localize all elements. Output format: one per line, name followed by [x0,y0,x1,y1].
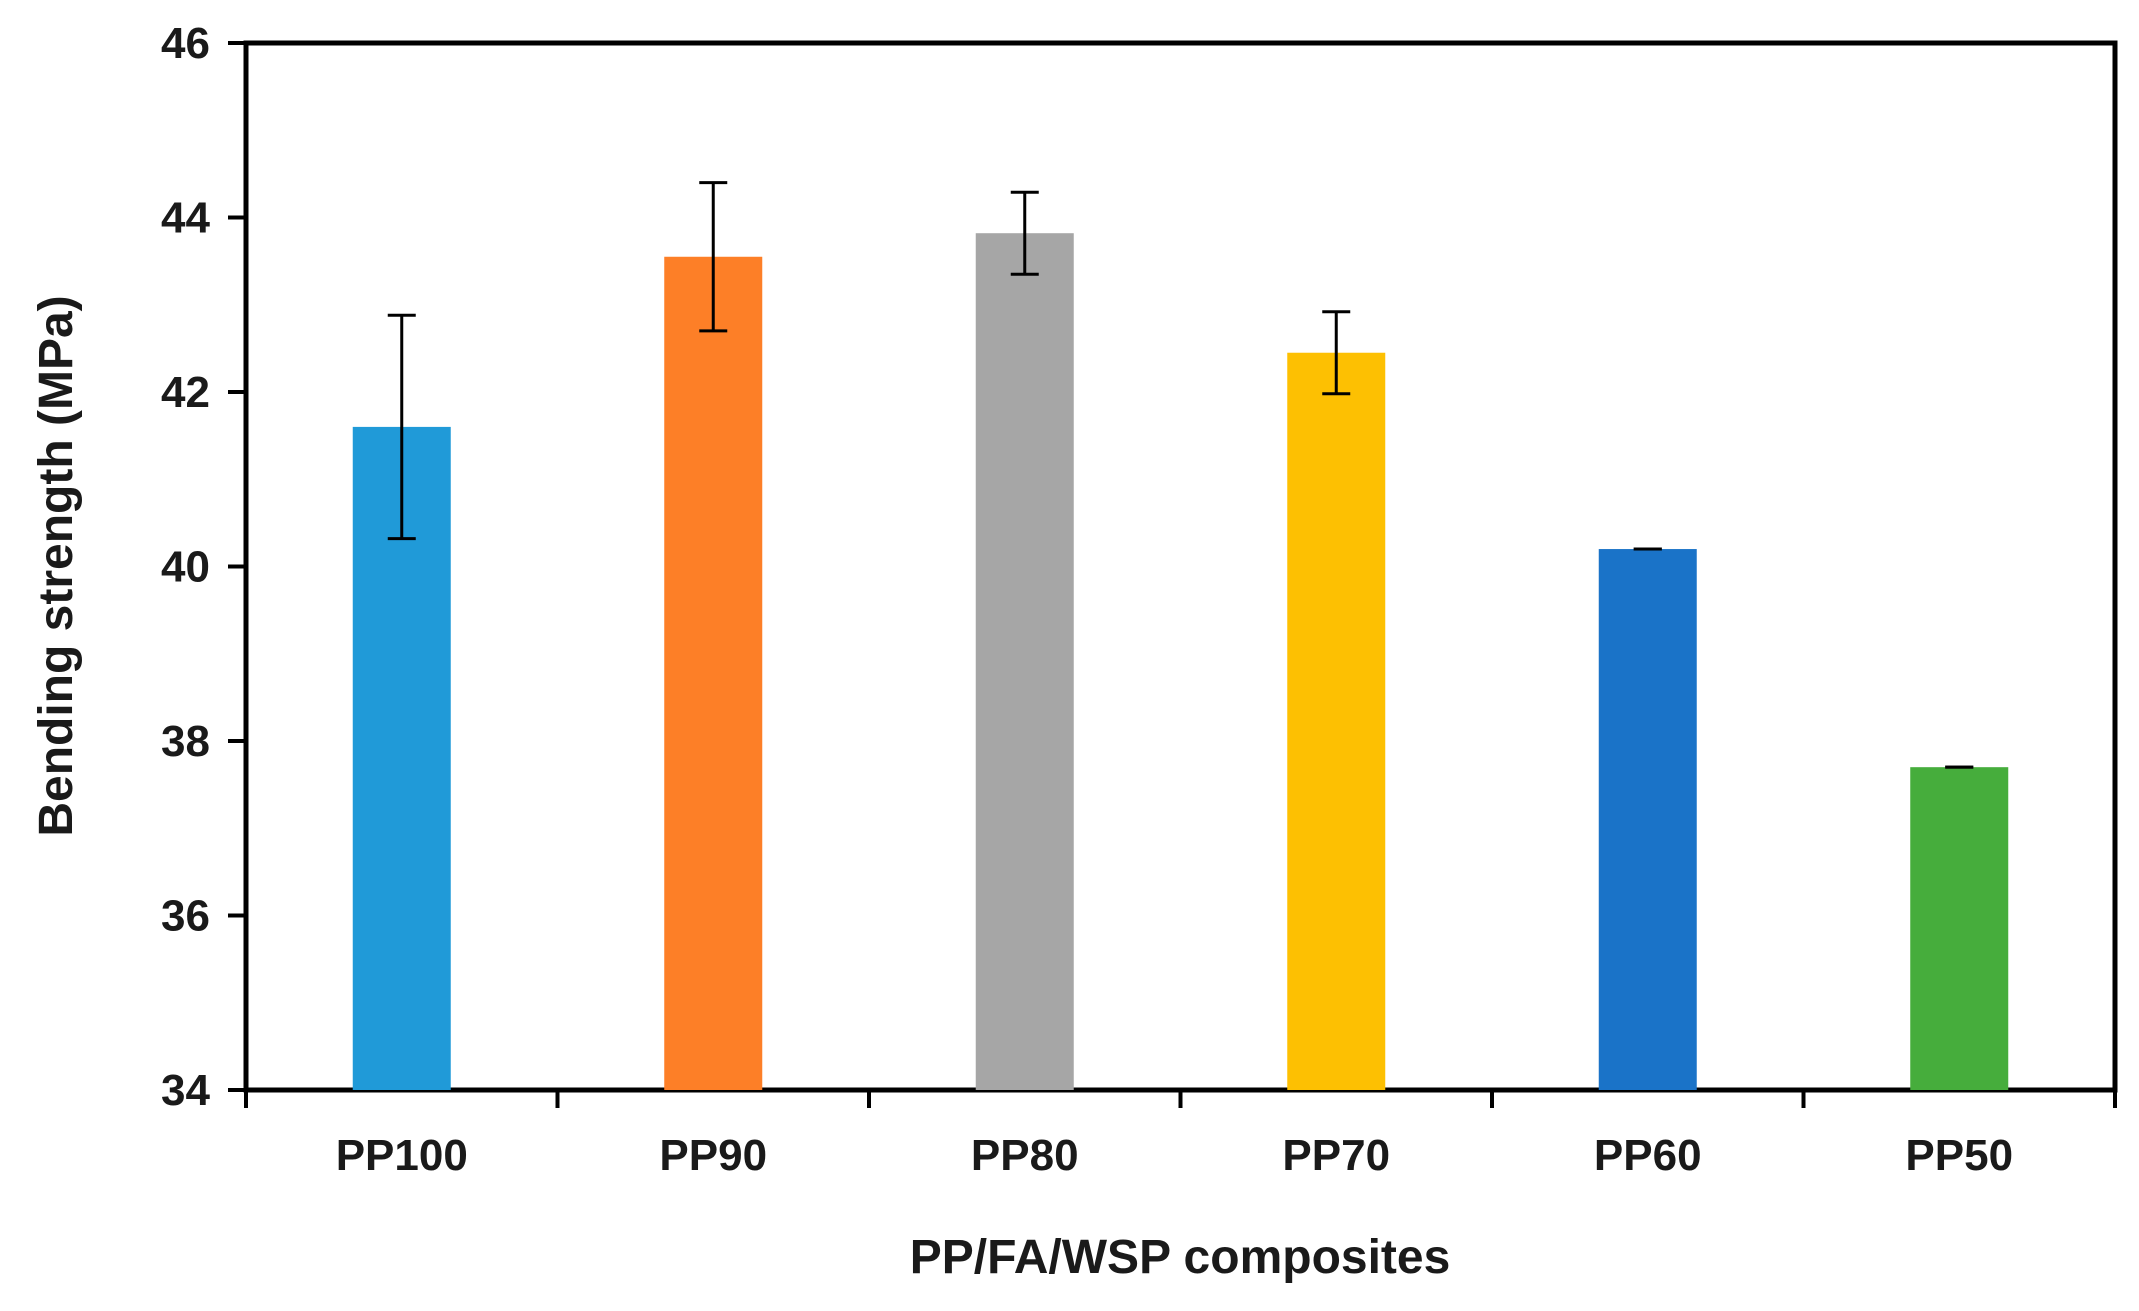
x-tick-label: PP70 [1282,1131,1390,1180]
x-tick-label: PP100 [336,1131,468,1180]
y-tick-label: 38 [161,717,210,766]
x-axis: PP100 PP90 PP80 PP70 PP60 PP50 [244,1090,2117,1180]
bar-pp80 [975,233,1074,1090]
x-tick-label: PP80 [971,1131,1079,1180]
y-axis-title: Bending strength (MPa) [30,295,83,836]
error-bar-pp90 [699,181,728,333]
y-tick-label: 40 [161,543,210,592]
error-bar-pp70 [1322,310,1351,396]
y-tick-label: 46 [161,19,210,68]
y-axis: 34 36 38 40 42 44 46 [161,19,246,1115]
x-tick-label: PP50 [1905,1131,2013,1180]
y-tick-label: 34 [161,1066,210,1115]
bar-pp50 [1910,767,2009,1090]
x-axis-title: PP/FA/WSP composites [910,1231,1451,1284]
y-tick-label: 44 [161,194,210,243]
error-bars-layer [387,181,1974,769]
y-tick-label: 36 [161,892,210,941]
x-tick-label: PP60 [1594,1131,1702,1180]
bar-pp60 [1598,549,1697,1090]
y-tick-label: 42 [161,368,210,417]
bar-pp90 [664,256,763,1090]
bar-pp70 [1287,352,1386,1090]
error-bar-pp80 [1010,190,1039,276]
error-bar-pp100 [387,313,416,541]
bars-layer [352,233,2009,1090]
plot-frame [243,40,2118,1093]
x-tick-label: PP90 [659,1131,767,1180]
